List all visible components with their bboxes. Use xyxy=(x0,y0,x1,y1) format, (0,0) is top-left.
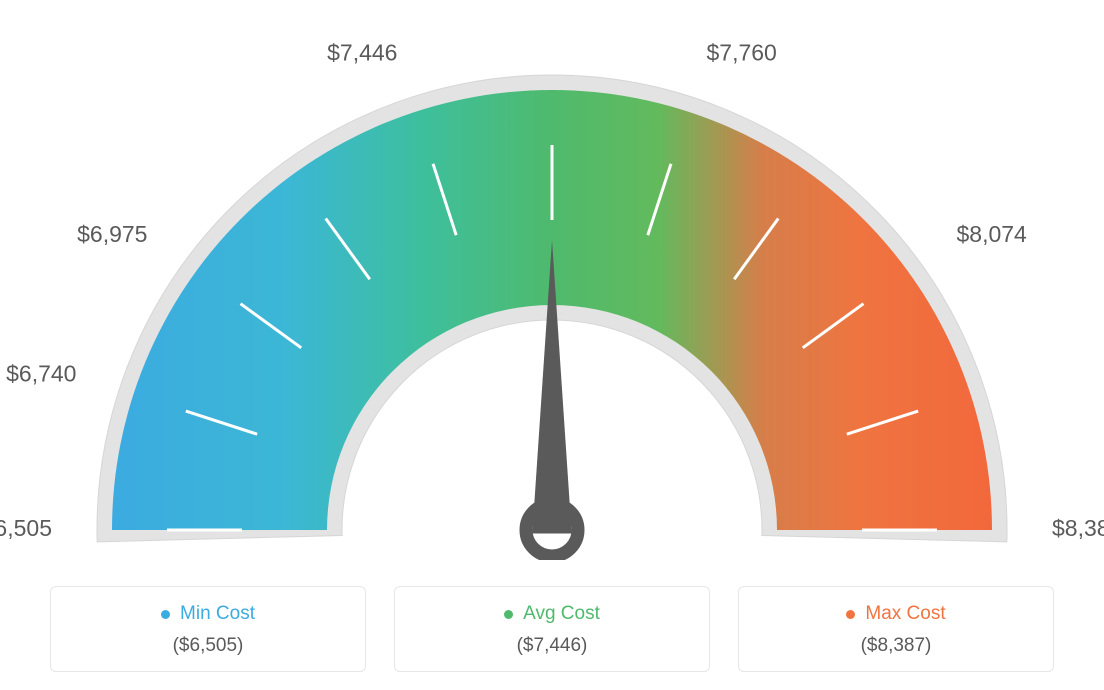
gauge-tick-label: $6,740 xyxy=(6,361,76,387)
legend-min-value: ($6,505) xyxy=(61,635,355,657)
legend-max-title-row: Max Cost xyxy=(846,603,945,625)
legend-max-value: ($8,387) xyxy=(749,635,1043,657)
gauge-tick-label: $7,446 xyxy=(327,40,397,66)
legend-min-dot xyxy=(161,610,170,619)
gauge-tick-label: $7,760 xyxy=(707,40,777,66)
legend-max-title: Max Cost xyxy=(865,603,945,625)
gauge-tick-label: $6,975 xyxy=(77,221,147,247)
gauge-tick-label: $6,505 xyxy=(0,515,52,541)
gauge-cost-chart: { "gauge": { "type": "gauge", "min_value… xyxy=(0,0,1104,690)
legend-min-title: Min Cost xyxy=(180,603,255,625)
legend-avg-title-row: Avg Cost xyxy=(504,603,600,625)
gauge-tick-label: $8,387 xyxy=(1052,515,1104,541)
legend-avg-value: ($7,446) xyxy=(405,635,699,657)
legend-min-card: Min Cost ($6,505) xyxy=(50,586,366,672)
legend-max-dot xyxy=(846,610,855,619)
legend-row: Min Cost ($6,505) Avg Cost ($7,446) Max … xyxy=(50,586,1054,672)
legend-min-title-row: Min Cost xyxy=(161,603,255,625)
legend-avg-card: Avg Cost ($7,446) xyxy=(394,586,710,672)
gauge-tick-label: $8,074 xyxy=(957,221,1028,247)
legend-avg-title: Avg Cost xyxy=(523,603,600,625)
legend-max-card: Max Cost ($8,387) xyxy=(738,586,1054,672)
legend-avg-dot xyxy=(504,610,513,619)
gauge-svg: $6,505 $6,740 $6,975 $7,446 $7,760 $8,074 $8,3… xyxy=(0,0,1104,560)
